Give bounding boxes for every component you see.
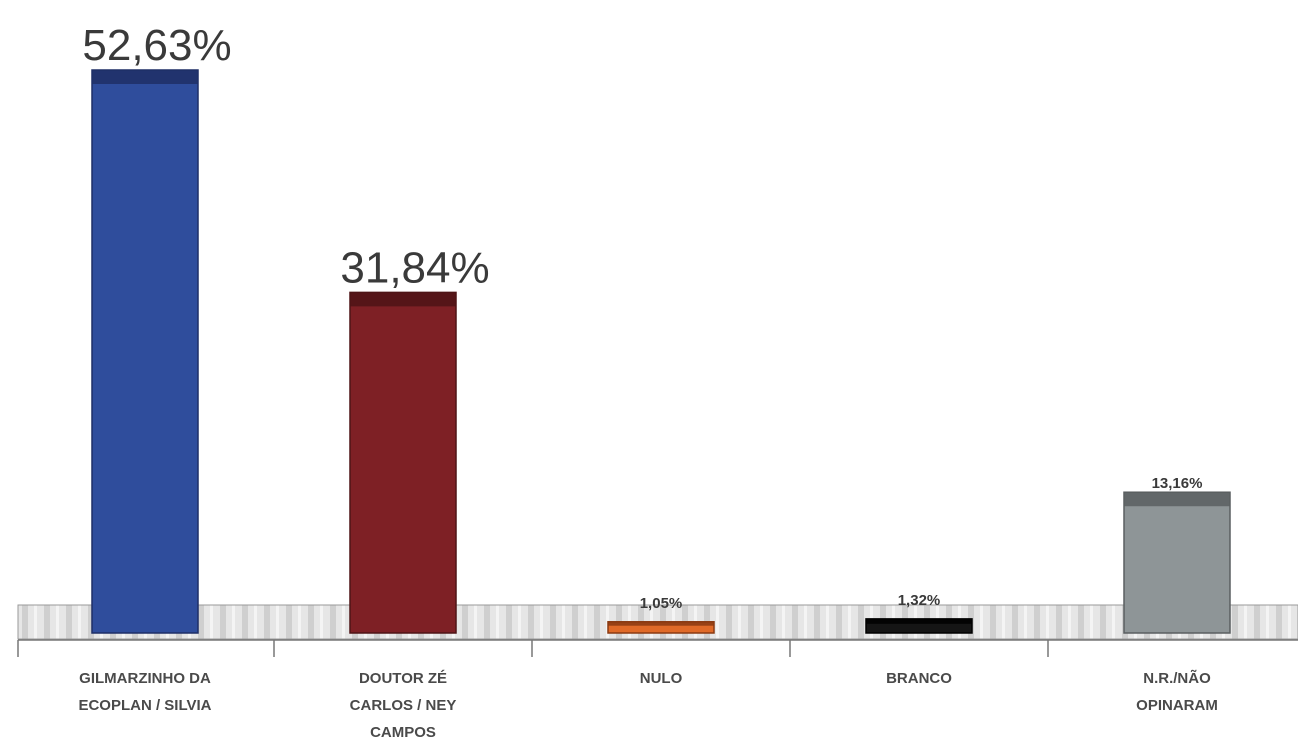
category-label-3-0: BRANCO (886, 670, 952, 687)
data-label-1: 31,84% (340, 243, 489, 292)
bar-top-cap-0 (92, 70, 198, 84)
category-label-1-0: DOUTOR ZÉ (359, 670, 447, 687)
data-label-3: 1,32% (898, 592, 941, 609)
bar-top-cap-2 (608, 621, 714, 626)
category-label-0-0: GILMARZINHO DA (79, 670, 211, 687)
category-label-0-1: ECOPLAN / SILVIA (78, 697, 211, 714)
data-label-2: 1,05% (640, 595, 683, 612)
bar-top-cap-1 (350, 292, 456, 307)
data-label-4: 13,16% (1152, 475, 1203, 492)
category-label-4-0: N.R./NÃO (1143, 669, 1211, 687)
category-label-1-2: CAMPOS (370, 724, 436, 737)
data-label-0: 52,63% (82, 21, 231, 70)
category-label-1-1: CARLOS / NEY (350, 697, 457, 714)
bar-top-cap-4 (1124, 492, 1230, 507)
bar-top-cap-3 (866, 618, 972, 624)
bar-4 (1123, 491, 1231, 634)
bar-1 (349, 291, 457, 634)
category-label-4-1: OPINARAM (1136, 697, 1218, 714)
category-label-2-0: NULO (640, 670, 683, 687)
bar-0 (91, 69, 199, 634)
